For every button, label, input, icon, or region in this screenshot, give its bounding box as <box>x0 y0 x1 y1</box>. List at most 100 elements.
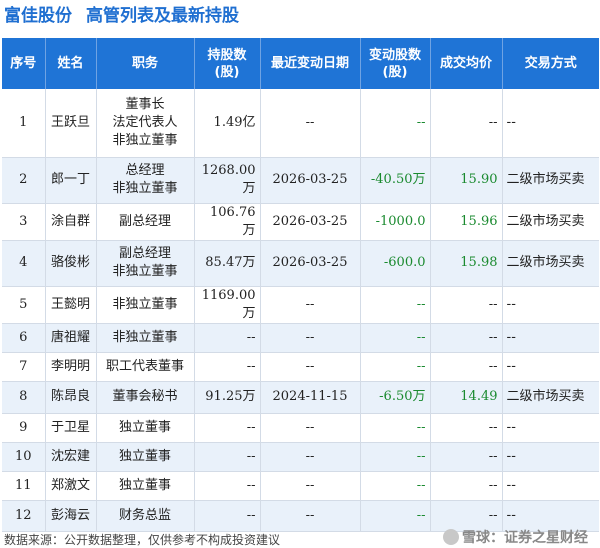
cell-change: -- <box>360 500 431 532</box>
brand-text: 雪球：证券之星财经 <box>462 530 588 546</box>
cell-price: -- <box>430 352 503 382</box>
cell-date: -- <box>260 286 361 324</box>
cell-shares: 91.25万 <box>194 381 261 414</box>
col-header-mode: 交易方式 <box>502 38 599 89</box>
cell-price: -- <box>430 500 503 532</box>
cell-date: -- <box>260 413 361 443</box>
table-row: 7 李明明 职工代表董事 -- -- -- -- -- <box>2 352 599 382</box>
cell-mode: 二级市场买卖 <box>502 240 599 287</box>
table-row: 6 唐祖耀 非独立董事 -- -- -- -- -- <box>2 323 599 353</box>
data-source-note: 数据来源：公开数据整理，仅供参考不构成投资建议 <box>4 533 281 547</box>
table-row: 12 彭海云 财务总监 -- -- -- -- -- <box>2 500 599 532</box>
cell-mode: 二级市场买卖 <box>502 203 599 241</box>
cell-change: -1000.0 <box>360 203 431 241</box>
cell-name: 于卫星 <box>45 413 97 443</box>
cell-position: 独立董事 <box>96 471 195 501</box>
cell-name: 郑激文 <box>45 471 97 501</box>
cell-change: -- <box>360 352 431 382</box>
cell-change: -- <box>360 442 431 472</box>
cell-mode: -- <box>502 286 599 324</box>
cell-name: 骆俊彬 <box>45 240 97 287</box>
cell-position: 职工代表董事 <box>96 352 195 382</box>
cell-price: 15.98 <box>430 240 503 287</box>
cell-mode: -- <box>502 352 599 382</box>
table-row: 3 涂自群 副总经理 106.76万 2026-03-25 -1000.0 15.96 二级市… <box>2 203 599 241</box>
brand-watermark: 雪球：证券之星财经 <box>443 527 588 547</box>
cell-no: 8 <box>2 381 46 414</box>
cell-no: 11 <box>2 471 46 501</box>
cell-position: 非独立董事 <box>96 323 195 353</box>
cell-position: 董事会秘书 <box>96 381 195 414</box>
table-row: 2 郎一丁 总经理 非独立董事 1268.00万 2026-03-25 -40.50万 15.… <box>2 157 599 204</box>
cell-shares: -- <box>194 500 261 532</box>
cell-mode: -- <box>502 413 599 443</box>
cell-no: 2 <box>2 157 46 204</box>
cell-shares: -- <box>194 471 261 501</box>
cell-position: 副总经理 <box>96 203 195 241</box>
cell-name: 郎一丁 <box>45 157 97 204</box>
cell-shares: 1169.00万 <box>194 286 261 324</box>
cell-shares: 85.47万 <box>194 240 261 287</box>
cell-mode: -- <box>502 442 599 472</box>
cell-date: -- <box>260 500 361 532</box>
cell-no: 5 <box>2 286 46 324</box>
table-header-row: 序号 姓名 职务 持股数 (股) 最近变动日期 变动股数 (股) 成交均价 交易方式 <box>2 38 599 89</box>
cell-no: 3 <box>2 203 46 241</box>
position-line: 非独立董事 <box>112 264 178 279</box>
cell-no: 1 <box>2 89 46 158</box>
cell-price: 15.96 <box>430 203 503 241</box>
table-row: 5 王懿明 非独立董事 1169.00万 -- -- -- -- <box>2 286 599 324</box>
position-line: 副总经理 <box>118 246 171 261</box>
cell-mode: -- <box>502 323 599 353</box>
position-line: 董事长 <box>125 96 165 112</box>
cell-name: 李明明 <box>45 352 97 382</box>
table-row: 8 陈昂良 董事会秘书 91.25万 2024-11-15 -6.50万 14.49 二级市场… <box>2 381 599 414</box>
position-line: 副总经理 <box>118 213 171 229</box>
cell-price: -- <box>430 471 503 501</box>
cell-shares: -- <box>194 323 261 353</box>
col-header-price: 成交均价 <box>430 38 503 89</box>
cell-mode: -- <box>502 89 599 158</box>
cell-position: 非独立董事 <box>96 286 195 324</box>
col-header-date: 最近变动日期 <box>260 38 361 89</box>
cell-name: 王跃旦 <box>45 89 97 158</box>
cell-change: -- <box>360 286 431 324</box>
cell-price: -- <box>430 89 503 158</box>
cell-date: -- <box>260 352 361 382</box>
cell-change: -- <box>360 413 431 443</box>
cell-change: -- <box>360 323 431 353</box>
cell-no: 4 <box>2 240 46 287</box>
cell-name: 彭海云 <box>45 500 97 532</box>
cell-no: 12 <box>2 500 46 532</box>
table-row: 1 王跃旦 董事长 法定代表人 非独立董事 1.49亿 -- -- -- -- <box>2 89 599 158</box>
cell-shares: 1268.00万 <box>194 157 261 204</box>
cell-mode: 二级市场买卖 <box>502 381 599 414</box>
cell-change: -- <box>360 471 431 501</box>
cell-position: 独立董事 <box>96 442 195 472</box>
position-line: 财务总监 <box>118 507 171 523</box>
cell-price: -- <box>430 286 503 324</box>
position-line: 非独立董事 <box>112 181 178 196</box>
cell-price: 14.49 <box>430 381 503 414</box>
cell-no: 7 <box>2 352 46 382</box>
cell-date: 2026-03-25 <box>260 203 361 241</box>
table-row: 9 于卫星 独立董事 -- -- -- -- -- <box>2 413 599 443</box>
cell-position: 副总经理 非独立董事 <box>96 240 195 287</box>
position-line: 职工代表董事 <box>105 358 184 374</box>
executive-table: 序号 姓名 职务 持股数 (股) 最近变动日期 变动股数 (股) 成交均价 交易方式… <box>2 38 599 532</box>
cell-change: -- <box>360 89 431 158</box>
cell-change: -40.50万 <box>360 157 431 204</box>
page-title: 富佳股份 高管列表及最新持股 <box>4 2 239 30</box>
cell-date: -- <box>260 471 361 501</box>
company-name: 富佳股份 <box>4 6 72 26</box>
cell-date: -- <box>260 323 361 353</box>
position-line: 独立董事 <box>118 419 171 435</box>
cell-name: 涂自群 <box>45 203 97 241</box>
cell-mode: -- <box>502 500 599 532</box>
position-line: 独立董事 <box>118 448 171 464</box>
cell-date: 2026-03-25 <box>260 157 361 204</box>
cell-shares: 106.76万 <box>194 203 261 241</box>
col-header-change: 变动股数 (股) <box>360 38 431 89</box>
position-line: 非独立董事 <box>112 132 178 148</box>
cell-position: 独立董事 <box>96 413 195 443</box>
